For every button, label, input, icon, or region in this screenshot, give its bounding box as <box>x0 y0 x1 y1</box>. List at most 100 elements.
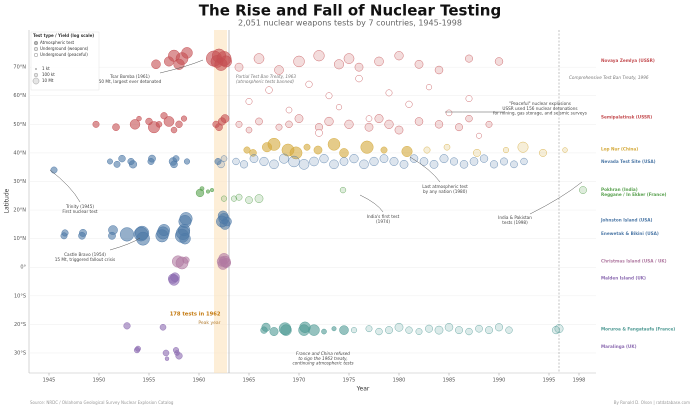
legend-size-label: 100 kt <box>42 72 55 77</box>
test-point <box>261 322 271 332</box>
test-point <box>313 145 323 155</box>
test-point <box>455 326 463 335</box>
test-point <box>354 62 364 72</box>
annotation: to sign the 1963 treaty, <box>298 356 347 361</box>
test-point <box>79 228 87 237</box>
test-point <box>235 193 243 201</box>
test-point <box>539 148 547 157</box>
test-point <box>239 160 249 169</box>
test-point <box>434 120 444 129</box>
test-point <box>423 146 431 154</box>
site-label: Maralinga (UK) <box>601 344 637 349</box>
annotation: India & Pakistan <box>498 215 532 220</box>
test-point <box>275 123 283 131</box>
test-point <box>182 256 190 264</box>
test-point <box>331 326 337 332</box>
x-tick-label: 1960 <box>193 378 206 384</box>
test-point <box>136 231 150 246</box>
test-point <box>267 137 281 151</box>
test-point <box>279 153 289 164</box>
test-point <box>325 92 333 100</box>
test-point <box>230 195 238 202</box>
y-tick-label: 30°N <box>13 179 26 185</box>
test-point <box>50 166 58 174</box>
test-point <box>294 114 304 123</box>
test-point <box>475 324 483 333</box>
test-point <box>155 121 163 128</box>
annotation-arrow <box>529 181 583 215</box>
annotation: USSR used 156 nuclear detonations <box>502 106 577 111</box>
y-tick-label: 60°N <box>13 93 26 99</box>
annotation: 15 Mt, triggered fallout crisis <box>55 257 115 262</box>
test-point <box>479 154 489 163</box>
site-label: Christmas Island (USA / UK) <box>601 259 667 264</box>
x-tick-label: 1980 <box>393 378 406 384</box>
x-tick-label: 1995 <box>543 378 556 384</box>
test-point <box>443 143 451 151</box>
test-point <box>181 47 193 59</box>
test-point <box>485 120 493 128</box>
annotation-arrow <box>159 59 204 74</box>
test-point <box>465 54 473 63</box>
annotation: continuing atmospheric tests <box>292 361 354 366</box>
test-point <box>385 89 393 97</box>
test-point <box>401 145 413 157</box>
test-point <box>425 324 433 333</box>
test-point <box>375 327 383 336</box>
legend-box <box>30 31 100 91</box>
test-point <box>123 322 131 330</box>
x-tick-label: 1950 <box>93 378 106 384</box>
test-point <box>170 126 178 134</box>
test-point <box>349 154 359 164</box>
y-tick-label: 50°N <box>13 122 26 128</box>
legend: Test type / Yield (log scale) Atmospheric… <box>30 31 100 91</box>
site-label: Reggane / In Ekker (France) <box>601 192 667 197</box>
test-point <box>394 125 404 135</box>
annotation: First nuclear test <box>62 209 98 214</box>
test-point <box>364 122 374 132</box>
test-point <box>220 155 228 162</box>
site-label: Semipalatinsk (USSR) <box>601 114 652 119</box>
annotation: "Peaceful" nuclear explosions <box>509 101 571 106</box>
source: Source: NRDC / Oklahoma Geological Surve… <box>30 400 174 405</box>
y-tick-label: 40°N <box>13 150 26 156</box>
x-axis-label: Year <box>356 386 370 393</box>
test-point <box>319 154 329 164</box>
test-point <box>269 159 279 170</box>
legend-size-label: 10 Mt <box>42 78 54 83</box>
annotation: Last atmospheric test <box>422 184 468 189</box>
test-point <box>162 349 170 357</box>
test-point <box>445 109 453 117</box>
y-tick-label: 0° <box>20 265 26 271</box>
test-point <box>259 156 269 167</box>
test-point <box>151 59 161 70</box>
x-tick-label: 1998 <box>573 378 586 384</box>
test-point <box>419 157 429 166</box>
legend-size-marker <box>32 77 40 85</box>
test-point <box>136 115 142 122</box>
legend-label: Underground (weapons) <box>40 46 89 51</box>
test-point <box>329 159 339 170</box>
test-point <box>476 132 482 139</box>
test-point <box>459 160 469 169</box>
annotation: Castle Bravo (1954) <box>64 252 106 257</box>
test-point <box>405 100 413 108</box>
test-point <box>119 227 135 242</box>
test-point <box>285 106 293 114</box>
test-point <box>344 119 354 129</box>
legend-size-marker <box>34 67 38 71</box>
credit: By Ronald D. Olson | ratdatabase.com <box>614 400 690 405</box>
test-point <box>308 324 320 336</box>
site-label: Lop Nur (China) <box>601 147 638 152</box>
test-point <box>235 120 243 128</box>
test-point <box>159 323 167 331</box>
site-label: Nevada Test Site (USA) <box>601 159 656 164</box>
test-point <box>220 195 228 202</box>
site-label: Malden Island (UK) <box>601 276 646 281</box>
test-point <box>485 326 493 335</box>
x-tick-label: 1945 <box>43 378 56 384</box>
test-point <box>265 86 273 94</box>
x-tick-label: 1975 <box>343 378 356 384</box>
test-point <box>113 160 121 168</box>
test-point <box>305 80 313 88</box>
